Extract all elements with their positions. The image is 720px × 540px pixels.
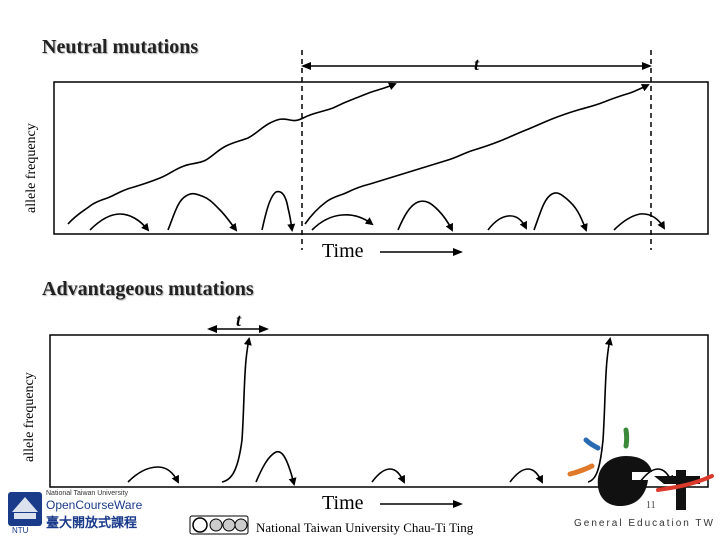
neutral-t-label: t bbox=[474, 54, 480, 74]
get-logo-icon bbox=[567, 427, 714, 510]
ntu-logo-icon bbox=[8, 492, 42, 526]
neutral-loss-hump-2 bbox=[167, 192, 238, 232]
advantageous-loss-hump-4 bbox=[509, 468, 543, 484]
neutral-fixation-path-1 bbox=[67, 82, 397, 225]
neutral-loss-hump-8 bbox=[613, 213, 666, 231]
neutral-loss-hump-7 bbox=[533, 192, 588, 232]
ntu-logo-line3: 臺大開放式課程 bbox=[46, 516, 138, 531]
neutral-fixation-path-2 bbox=[304, 84, 650, 225]
cc-license-icon bbox=[189, 515, 249, 535]
ntu-logo-line1: National Taiwan University bbox=[46, 490, 128, 497]
neutral-loss-hump-5 bbox=[397, 200, 453, 232]
neutral-loss-hump-4 bbox=[311, 214, 374, 231]
advantageous-loss-hump-5 bbox=[639, 468, 673, 484]
advantageous-sweep-path-1 bbox=[221, 337, 252, 483]
slide-number: 11 bbox=[646, 500, 656, 511]
ntu-logo-line2: OpenCourseWare bbox=[46, 498, 143, 512]
footer-credit: National Taiwan University Chau-Ti Ting bbox=[256, 520, 474, 535]
advantageous-sweep-path-2 bbox=[587, 337, 613, 483]
advantageous-time-label: Time bbox=[322, 492, 364, 514]
advantageous-loss-hump-2 bbox=[255, 450, 297, 486]
advantageous-loss-hump-3 bbox=[371, 468, 405, 484]
advantageous-loss-hump-1 bbox=[127, 466, 179, 484]
get-logo-text: General Education TW bbox=[574, 518, 715, 529]
ntu-logo-abbrev: NTU bbox=[12, 526, 29, 535]
neutral-time-label: Time bbox=[322, 240, 364, 262]
neutral-plot-frame bbox=[53, 81, 709, 235]
advantageous-t-label: t bbox=[236, 310, 242, 330]
neutral-loss-hump-3 bbox=[261, 190, 296, 232]
advantageous-plot-frame bbox=[49, 334, 709, 488]
neutral-loss-hump-6 bbox=[487, 215, 527, 231]
advantageous-title: Advantageous mutations bbox=[42, 278, 254, 300]
neutral-title: Neutral mutations bbox=[42, 36, 199, 58]
neutral-loss-hump-1 bbox=[89, 213, 150, 232]
